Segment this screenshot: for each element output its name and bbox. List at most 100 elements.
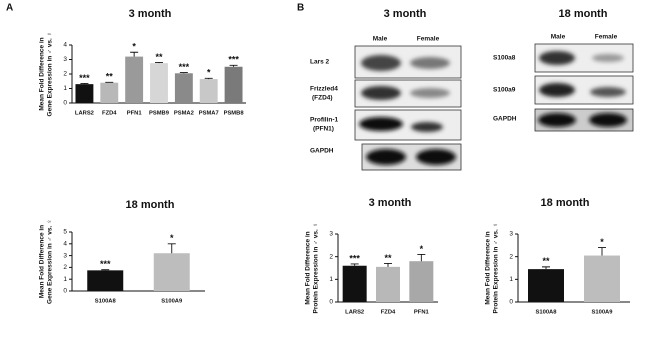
bar bbox=[199, 79, 218, 103]
error-bar bbox=[598, 247, 606, 256]
y-tick-label: 2 bbox=[63, 264, 67, 271]
panel-label: B bbox=[297, 3, 304, 14]
bar bbox=[150, 63, 168, 103]
significance: * bbox=[207, 68, 211, 78]
y-tick-label: 0 bbox=[63, 288, 67, 295]
y-tick-label: 3 bbox=[63, 252, 67, 259]
significance: *** bbox=[100, 259, 111, 269]
y-tick-label: 1 bbox=[329, 276, 333, 283]
chart-title: 18 month bbox=[541, 197, 590, 209]
x-tick-label: PSMB8 bbox=[224, 111, 245, 117]
x-tick-label: PSMB9 bbox=[149, 111, 170, 117]
y-tick-label: 2 bbox=[63, 71, 67, 78]
blot-title: 18 month bbox=[559, 8, 608, 20]
y-axis-label: Gene Expression in ♂ vs. ♀ bbox=[47, 32, 54, 117]
bar bbox=[224, 66, 243, 103]
error-bar bbox=[204, 77, 213, 80]
blot-row: S100a8 bbox=[493, 55, 516, 62]
y-axis-label: Mean Fold Difference in bbox=[485, 231, 492, 304]
significance: ** bbox=[106, 72, 114, 82]
x-tick-label: S100A9 bbox=[161, 299, 183, 305]
blot-column: Male bbox=[551, 34, 566, 41]
significance: ** bbox=[542, 256, 550, 266]
blot-row: (FZD4) bbox=[312, 95, 333, 102]
bar bbox=[87, 270, 124, 291]
significance: * bbox=[420, 244, 424, 254]
y-tick-label: 3 bbox=[329, 231, 333, 238]
significance: ** bbox=[384, 253, 392, 263]
y-axis-label: Protein Expression in ♂ vs. ♀ bbox=[313, 222, 320, 313]
blot-row: Profilin-1 bbox=[310, 117, 339, 124]
bar bbox=[528, 269, 564, 302]
blot-column: Male bbox=[373, 36, 388, 43]
y-axis-label: Mean Fold Difference in bbox=[39, 37, 46, 110]
y-tick-label: 4 bbox=[63, 42, 67, 49]
y-axis-label: Mean Fold Difference in bbox=[305, 231, 312, 304]
significance: * bbox=[170, 233, 174, 243]
panel-label: A bbox=[6, 3, 13, 14]
bar bbox=[125, 56, 144, 103]
significance: ** bbox=[155, 52, 163, 62]
significance: *** bbox=[179, 62, 190, 72]
blot-title: 3 month bbox=[384, 8, 427, 20]
blot-row: (PFN1) bbox=[313, 126, 334, 133]
error-bar bbox=[179, 72, 188, 74]
blot-image bbox=[534, 43, 634, 132]
error-bar bbox=[350, 263, 359, 266]
y-axis-label: Protein Expression in ♂ vs. ♀ bbox=[493, 222, 500, 313]
blot-row: GAPDH bbox=[310, 148, 334, 155]
x-tick-label: S100A8 bbox=[536, 310, 558, 316]
blot-row: S100a9 bbox=[493, 87, 516, 94]
chart-title: 3 month bbox=[369, 197, 412, 209]
x-tick-label: FZD4 bbox=[381, 310, 396, 316]
y-tick-label: 1 bbox=[63, 276, 67, 283]
x-tick-label: S100A8 bbox=[95, 299, 117, 305]
bar bbox=[376, 266, 400, 302]
significance: *** bbox=[228, 55, 239, 65]
error-bar bbox=[542, 266, 550, 270]
error-bar bbox=[155, 61, 163, 64]
blot-row: Frizzled4 bbox=[310, 86, 338, 93]
x-tick-label: PSMA7 bbox=[199, 111, 219, 117]
y-tick-label: 1 bbox=[509, 276, 513, 283]
significance: * bbox=[600, 237, 604, 247]
x-tick-label: PSMA2 bbox=[174, 111, 194, 117]
y-tick-label: 0 bbox=[63, 100, 67, 107]
x-tick-label: FZD4 bbox=[102, 111, 117, 117]
error-bar bbox=[167, 243, 176, 254]
y-tick-label: 4 bbox=[63, 241, 67, 248]
y-tick-label: 0 bbox=[509, 299, 513, 306]
bar bbox=[409, 261, 434, 302]
error-bar bbox=[417, 253, 426, 262]
blot-column: Female bbox=[595, 34, 618, 41]
chart-title: 18 month bbox=[126, 199, 175, 211]
blot-column: Female bbox=[417, 36, 440, 43]
x-tick-label: LARS2 bbox=[345, 310, 364, 316]
y-axis-label: Mean Fold Difference in bbox=[39, 225, 46, 298]
chart-title: 3 month bbox=[129, 8, 172, 20]
blot-image bbox=[354, 45, 462, 171]
x-tick-label: LARS2 bbox=[75, 111, 94, 117]
y-tick-label: 5 bbox=[63, 229, 67, 236]
y-tick-label: 0 bbox=[329, 299, 333, 306]
significance: * bbox=[132, 42, 136, 52]
significance: *** bbox=[349, 253, 360, 263]
bar bbox=[75, 84, 94, 103]
x-tick-label: S100A9 bbox=[592, 310, 614, 316]
y-tick-label: 3 bbox=[509, 231, 513, 238]
x-tick-label: PFN1 bbox=[127, 111, 143, 117]
blot-row: GAPDH bbox=[493, 116, 517, 123]
error-bar bbox=[229, 64, 238, 67]
significance: *** bbox=[79, 73, 90, 83]
y-axis-label: Gene Expression in ♂ vs. ♀ bbox=[47, 219, 54, 304]
bar bbox=[153, 253, 190, 291]
y-tick-label: 2 bbox=[329, 253, 333, 260]
y-tick-label: 2 bbox=[509, 253, 513, 260]
y-tick-label: 1 bbox=[63, 85, 67, 92]
error-bar bbox=[384, 263, 392, 267]
error-bar bbox=[130, 51, 139, 57]
error-bar bbox=[101, 269, 110, 271]
bar bbox=[174, 73, 193, 103]
bar bbox=[584, 255, 620, 302]
